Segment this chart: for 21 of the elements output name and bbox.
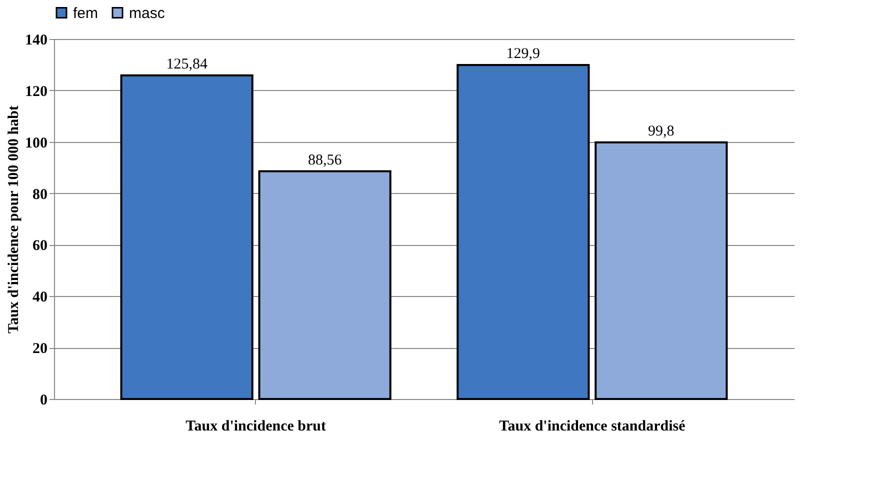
x-tick-label: Taux d'incidence brut <box>186 418 326 434</box>
data-label: 125,84 <box>166 56 208 72</box>
y-tick-label: 120 <box>25 84 48 100</box>
y-tick-label: 100 <box>25 135 48 152</box>
data-label: 88,56 <box>308 152 342 168</box>
y-tick-label: 0 <box>40 392 48 408</box>
y-tick-label: 40 <box>32 290 48 306</box>
bar <box>258 170 392 400</box>
y-tick-label: 60 <box>32 238 48 254</box>
bar <box>120 74 254 400</box>
bar <box>594 141 728 400</box>
y-tick-label: 80 <box>32 186 48 203</box>
y-tick-label: 20 <box>32 341 48 358</box>
legend-label: fem <box>73 4 98 22</box>
bar <box>456 64 590 400</box>
data-label: 129,9 <box>506 46 540 62</box>
data-label: 99,8 <box>648 123 674 140</box>
legend-label: masc <box>129 4 166 22</box>
x-tick-label: Taux d'incidence standardisé <box>499 418 686 434</box>
y-axis-title: Taux d'incidence pour 100 000 habt <box>6 106 22 334</box>
y-tick-label: 140 <box>25 32 48 48</box>
